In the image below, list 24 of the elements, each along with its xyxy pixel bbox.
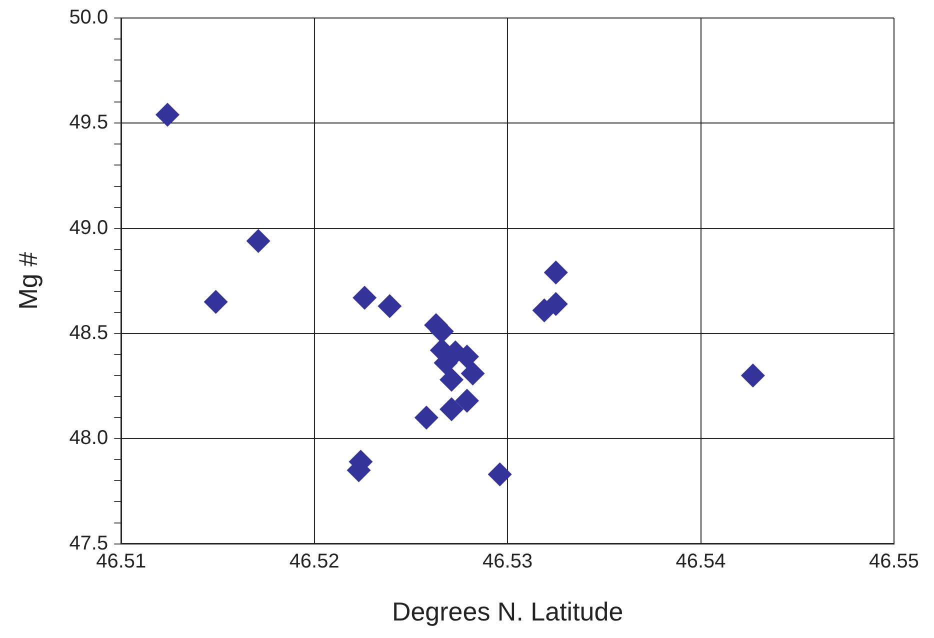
y-tick-label: 49.0 (69, 216, 108, 239)
point (352, 286, 377, 310)
y-tick-label: 48.0 (69, 427, 108, 450)
x-tick-label: 46.52 (289, 550, 340, 572)
x-tick-label: 46.54 (676, 550, 726, 572)
point (378, 294, 402, 318)
point (740, 364, 765, 388)
x-tick-label: 46.55 (868, 550, 920, 572)
point (156, 102, 180, 127)
point (460, 361, 485, 386)
x-tick-label: 46.53 (482, 550, 533, 572)
y-axis-title: Mg # (12, 251, 43, 310)
y-tick-label: 50.0 (69, 6, 108, 29)
point (414, 406, 438, 430)
point (454, 388, 479, 413)
point (440, 368, 464, 392)
point (440, 397, 464, 422)
x-axis-title: Degrees N. Latitude (392, 596, 624, 627)
point (488, 462, 512, 486)
point (204, 290, 228, 314)
y-tick-label: 49.5 (69, 112, 108, 134)
point (544, 260, 568, 284)
point (246, 228, 270, 253)
y-tick-label: 48.5 (69, 322, 108, 344)
